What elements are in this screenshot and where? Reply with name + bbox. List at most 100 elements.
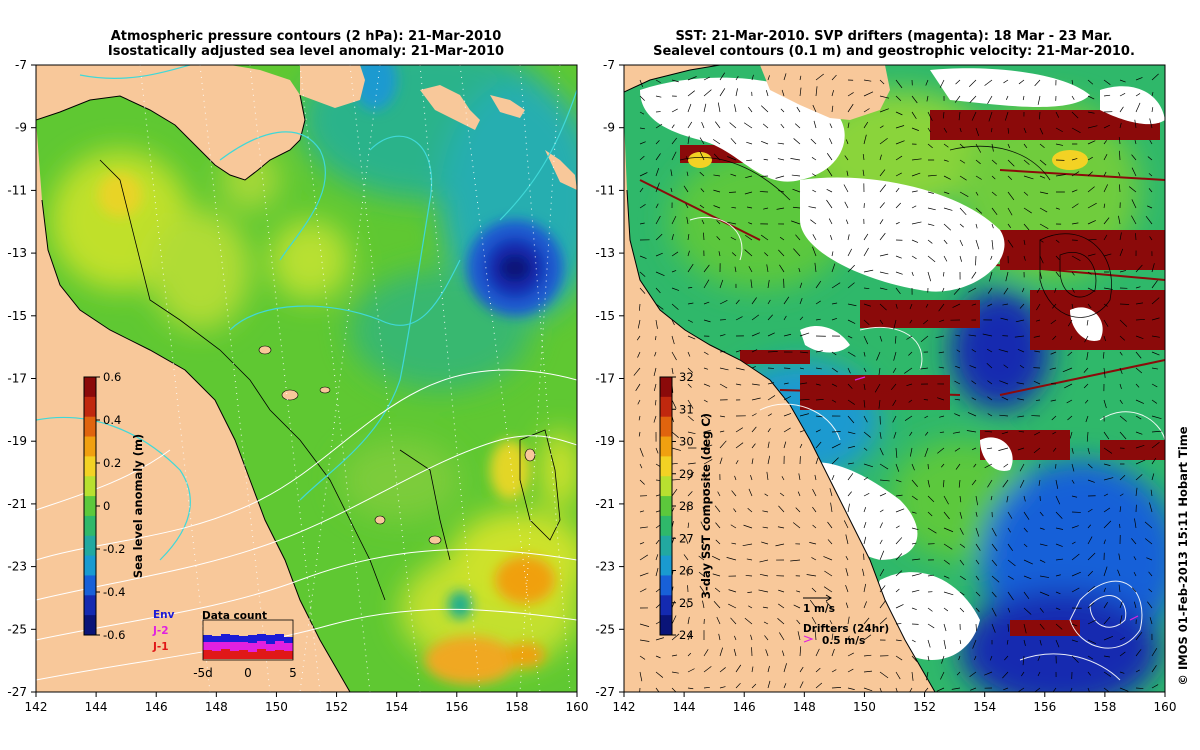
left-x-tick-label: 144 <box>85 700 108 714</box>
right-title-line1: SST: 21-Mar-2010. SVP drifters (magenta)… <box>676 29 1113 44</box>
right-y-tick-label: -25 <box>595 622 615 636</box>
right-colorbar-tick: 29 <box>679 467 694 481</box>
right-x-tick-label: 156 <box>1033 700 1056 714</box>
histogram-bar <box>221 642 230 649</box>
right-colorbar-cell <box>660 456 672 477</box>
left-colorbar-tick: 0.6 <box>103 370 121 384</box>
left-colorbar-tick: -0.4 <box>103 585 125 599</box>
left-colorbar-cell <box>84 575 96 596</box>
right-map <box>624 65 1165 692</box>
histogram-bar <box>275 641 284 650</box>
left-x-tick-label: 158 <box>505 700 528 714</box>
right-colorbar-tick: 27 <box>679 531 694 545</box>
histogram-bar <box>248 643 257 652</box>
left-y-tick-label: -11 <box>7 183 27 197</box>
right-x-tick-label: 144 <box>673 700 696 714</box>
left-y-tick-label: -13 <box>7 246 27 260</box>
right-colorbar-cell <box>660 396 672 418</box>
left-y-tick-label: -19 <box>7 434 27 448</box>
left-colorbar-tick: 0.4 <box>103 413 121 427</box>
imos-credit: © IMOS 01-Feb-2013 15:11 Hobart Time <box>1176 426 1190 685</box>
satellite-label-j1: J-1 <box>152 641 169 653</box>
left-colorbar-cell <box>84 615 96 636</box>
right-y-tick-label: -13 <box>595 246 615 260</box>
right-colorbar-cell <box>660 575 672 596</box>
data-count-tick-1: 0 <box>244 666 252 680</box>
right-y-tick-label: -19 <box>595 434 615 448</box>
right-colorbar: 32 31 30 29 28 27 26 25 24 3-day SST composite (… <box>659 370 713 642</box>
left-colorbar-cell <box>84 515 96 537</box>
left-y-tick-label: -15 <box>7 309 27 323</box>
histogram-bar <box>230 642 239 651</box>
right-y-tick-label: -23 <box>595 560 615 574</box>
histogram-bar <box>275 634 284 641</box>
left-x-axis: 142 144 146 148 150 152 154 156 158 160 <box>25 692 589 714</box>
drifter-speed-legend: 0.5 m/s <box>822 635 865 647</box>
left-x-tick-label: 142 <box>25 700 48 714</box>
left-x-tick-label: 160 <box>566 700 589 714</box>
right-x-tick-label: 150 <box>853 700 876 714</box>
left-colorbar-cell <box>84 416 96 438</box>
right-colorbar-cell <box>660 416 672 438</box>
histogram-bar <box>203 642 212 650</box>
histogram-bar <box>221 634 230 642</box>
right-colorbar-cell <box>660 436 672 457</box>
right-colorbar-cell <box>660 555 672 576</box>
right-colorbar-tick: 31 <box>679 402 694 416</box>
right-y-tick-label: -17 <box>595 372 615 386</box>
left-y-axis: -7 -9 -11 -13 -15 -17 -19 -21 -23 -25 -27 <box>7 58 36 699</box>
left-colorbar-cell <box>84 496 96 517</box>
histogram-bar <box>284 637 293 643</box>
left-colorbar-cell <box>84 456 96 477</box>
right-colorbar-tick: 28 <box>679 499 694 513</box>
right-y-tick-label: -11 <box>595 183 615 197</box>
data-count-inset <box>202 619 294 661</box>
right-colorbar-tick: 30 <box>679 435 694 449</box>
right-colorbar-tick: 32 <box>679 370 694 384</box>
left-colorbar-tick: 0.2 <box>103 456 121 470</box>
histogram-bar <box>239 642 248 650</box>
right-x-axis: 142 144 146 148 150 152 154 156 158 160 <box>613 692 1176 714</box>
left-x-tick-label: 150 <box>265 700 288 714</box>
histogram-bar <box>212 642 221 651</box>
histogram-bar <box>266 635 275 644</box>
left-x-tick-label: 156 <box>445 700 468 714</box>
histogram-bar <box>284 643 293 651</box>
right-colorbar-cell <box>660 496 672 517</box>
satellite-label-j2: J-2 <box>152 625 169 637</box>
right-colorbar-cell <box>660 476 672 497</box>
histogram-bar <box>248 652 257 659</box>
left-y-tick-label: -23 <box>7 560 27 574</box>
left-y-tick-label: -17 <box>7 372 27 386</box>
histogram-bar <box>275 650 284 659</box>
left-colorbar-cell <box>84 436 96 457</box>
histogram-bar <box>248 635 257 643</box>
left-colorbar-cell <box>84 535 96 557</box>
right-x-tick-label: 146 <box>733 700 756 714</box>
left-x-tick-label: 154 <box>385 700 408 714</box>
right-colorbar-cell <box>660 595 672 616</box>
drifters-legend: Drifters (24hr) <box>803 623 889 635</box>
right-title-line2: Sealevel contours (0.1 m) and geostrophi… <box>653 44 1135 59</box>
satellite-label-env: Env <box>153 609 175 621</box>
left-y-tick-label: -9 <box>15 121 27 135</box>
right-colorbar-tick: 24 <box>679 628 694 642</box>
left-colorbar-cell <box>84 396 96 418</box>
histogram-bar <box>266 644 275 651</box>
left-colorbar-cell <box>84 555 96 576</box>
left-x-tick-label: 146 <box>145 700 168 714</box>
right-y-tick-label: -7 <box>603 58 615 72</box>
velocity-legend: 1 m/s <box>803 603 835 615</box>
right-x-tick-label: 154 <box>973 700 996 714</box>
right-x-tick-label: 158 <box>1093 700 1116 714</box>
left-colorbar-tick: -0.6 <box>103 628 125 642</box>
left-map <box>36 65 577 692</box>
left-title-line2: Isostatically adjusted sea level anomaly… <box>108 44 504 59</box>
left-colorbar-cell <box>84 476 96 497</box>
left-colorbar-tick: -0.2 <box>103 542 125 556</box>
left-y-tick-label: -27 <box>7 685 27 699</box>
histogram-bar <box>239 636 248 642</box>
left-colorbar-tick: 0 <box>103 499 110 513</box>
histogram-bar <box>266 651 275 659</box>
right-x-tick-label: 148 <box>793 700 816 714</box>
